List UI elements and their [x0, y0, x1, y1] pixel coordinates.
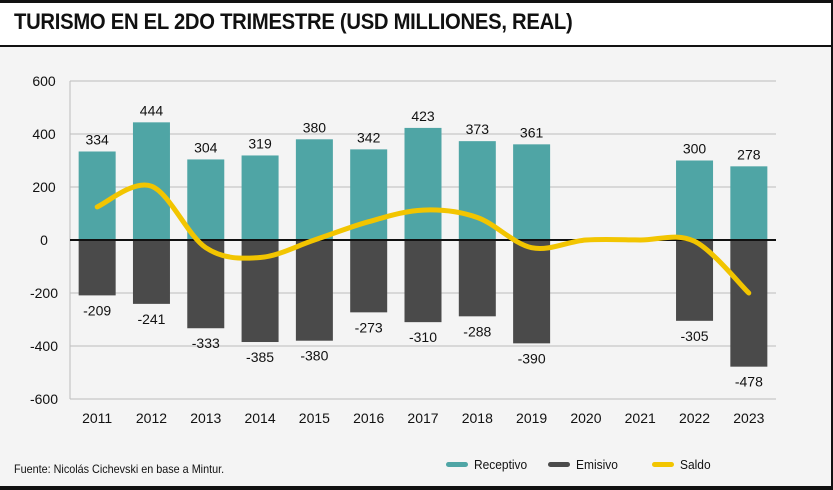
label-receptivo-2013: 304	[194, 139, 218, 155]
bottom-rule	[0, 486, 833, 490]
label-receptivo-2011: 334	[85, 131, 109, 147]
y-tick-label: 600	[32, 73, 56, 89]
bar-receptivo-2013	[187, 159, 225, 240]
y-tick-label: 0	[40, 232, 48, 248]
label-receptivo-2018: 373	[466, 121, 490, 137]
label-emisivo-2017: -310	[409, 329, 437, 345]
x-tick-label-2021: 2021	[625, 410, 656, 426]
bar-receptivo-2017	[404, 127, 442, 240]
chart-title: TURISMO EN EL 2DO TRIMESTRE (USD MILLION…	[14, 9, 573, 34]
bar-receptivo-2015	[295, 139, 333, 240]
y-tick-label: 400	[32, 126, 56, 142]
label-receptivo-2012: 444	[140, 102, 164, 118]
label-receptivo-2022: 300	[683, 141, 707, 157]
label-receptivo-2023: 278	[737, 146, 761, 162]
label-emisivo-2011: -209	[83, 302, 111, 318]
x-tick-label-2023: 2023	[733, 410, 764, 426]
bar-receptivo-2014	[241, 155, 279, 240]
x-tick-label-2020: 2020	[570, 410, 601, 426]
side-rule	[831, 0, 833, 490]
label-receptivo-2017: 423	[411, 108, 435, 124]
label-emisivo-2012: -241	[137, 311, 165, 327]
x-tick-label-2012: 2012	[136, 410, 167, 426]
bar-emisivo-2012	[132, 240, 170, 304]
bar-emisivo-2019	[513, 240, 551, 344]
legend-item-receptivo: Receptivo	[446, 454, 532, 474]
line-layer	[94, 182, 752, 296]
bar-emisivo-2017	[404, 240, 442, 323]
bar-receptivo-2012	[132, 122, 170, 240]
y-tick-label: -200	[30, 285, 58, 301]
bar-emisivo-2018	[458, 240, 496, 317]
label-emisivo-2018: -288	[463, 323, 491, 339]
bar-receptivo-2011	[78, 151, 116, 240]
bar-layer	[78, 122, 768, 367]
label-emisivo-2019: -390	[518, 350, 546, 366]
axis-layer: 600 400 200 0 -200 -400 -600 2011 2012 2013 2014 20…	[30, 73, 765, 426]
bar-emisivo-2016	[350, 240, 388, 313]
label-layer: 334 -209 444 -241 304 -333 319 -385 380 -380 342 -2…	[83, 102, 763, 389]
label-emisivo-2023: -478	[735, 374, 763, 390]
legend-label-receptivo: Receptivo	[474, 456, 528, 472]
x-tick-label-2017: 2017	[407, 410, 438, 426]
legend-label-saldo: Saldo	[680, 456, 711, 472]
line-saldo	[94, 182, 752, 296]
x-tick-label-2015: 2015	[299, 410, 330, 426]
bar-receptivo-2023	[730, 166, 768, 240]
legend-swatch-emisivo	[548, 461, 570, 467]
x-tick-label-2022: 2022	[679, 410, 710, 426]
label-emisivo-2013: -333	[192, 335, 220, 351]
label-emisivo-2022: -305	[681, 328, 709, 344]
label-receptivo-2019: 361	[520, 124, 544, 140]
x-tick-label-2018: 2018	[462, 410, 493, 426]
label-emisivo-2014: -385	[246, 349, 274, 365]
bar-emisivo-2022	[676, 240, 714, 321]
bar-receptivo-2022	[676, 160, 714, 240]
x-tick-label-2016: 2016	[353, 410, 384, 426]
title-rule	[0, 45, 833, 47]
top-rule	[0, 0, 833, 3]
bar-emisivo-2015	[295, 240, 333, 341]
legend-swatch-receptivo	[446, 461, 468, 467]
legend-label-emisivo: Emisivo	[576, 456, 618, 472]
x-tick-label-2013: 2013	[190, 410, 221, 426]
y-tick-label: -400	[30, 338, 58, 354]
x-tick-label-2014: 2014	[244, 410, 275, 426]
bar-emisivo-2023	[730, 240, 768, 367]
label-emisivo-2015: -380	[300, 348, 328, 364]
bar-emisivo-2011	[78, 240, 116, 296]
bar-receptivo-2019	[513, 144, 551, 240]
label-receptivo-2015: 380	[303, 119, 327, 135]
legend-swatch-saldo	[652, 461, 674, 467]
legend-item-saldo: Saldo	[652, 454, 713, 474]
y-tick-label: -600	[30, 391, 58, 407]
label-receptivo-2014: 319	[248, 135, 272, 151]
source-note: Fuente: Nicolás Cichevski en base a Mint…	[14, 462, 225, 476]
legend-item-emisivo: Emisivo	[548, 454, 622, 474]
y-tick-label: 200	[32, 179, 56, 195]
x-tick-label-2019: 2019	[516, 410, 547, 426]
label-receptivo-2016: 342	[357, 129, 381, 145]
label-emisivo-2016: -273	[355, 319, 383, 335]
x-tick-label-2011: 2011	[82, 410, 112, 426]
